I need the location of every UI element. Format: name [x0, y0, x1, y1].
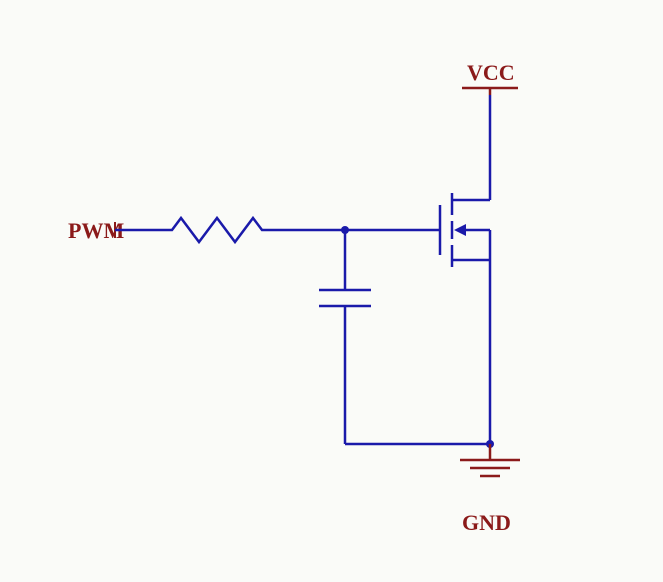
mosfet-body-arrow [454, 224, 466, 236]
gnd-label: GND [462, 510, 511, 535]
resistor-icon [163, 218, 270, 242]
schematic-svg: PWM VCC GND [0, 0, 663, 582]
schematic-canvas: PWM VCC GND [0, 0, 663, 582]
vcc-label: VCC [467, 60, 515, 85]
